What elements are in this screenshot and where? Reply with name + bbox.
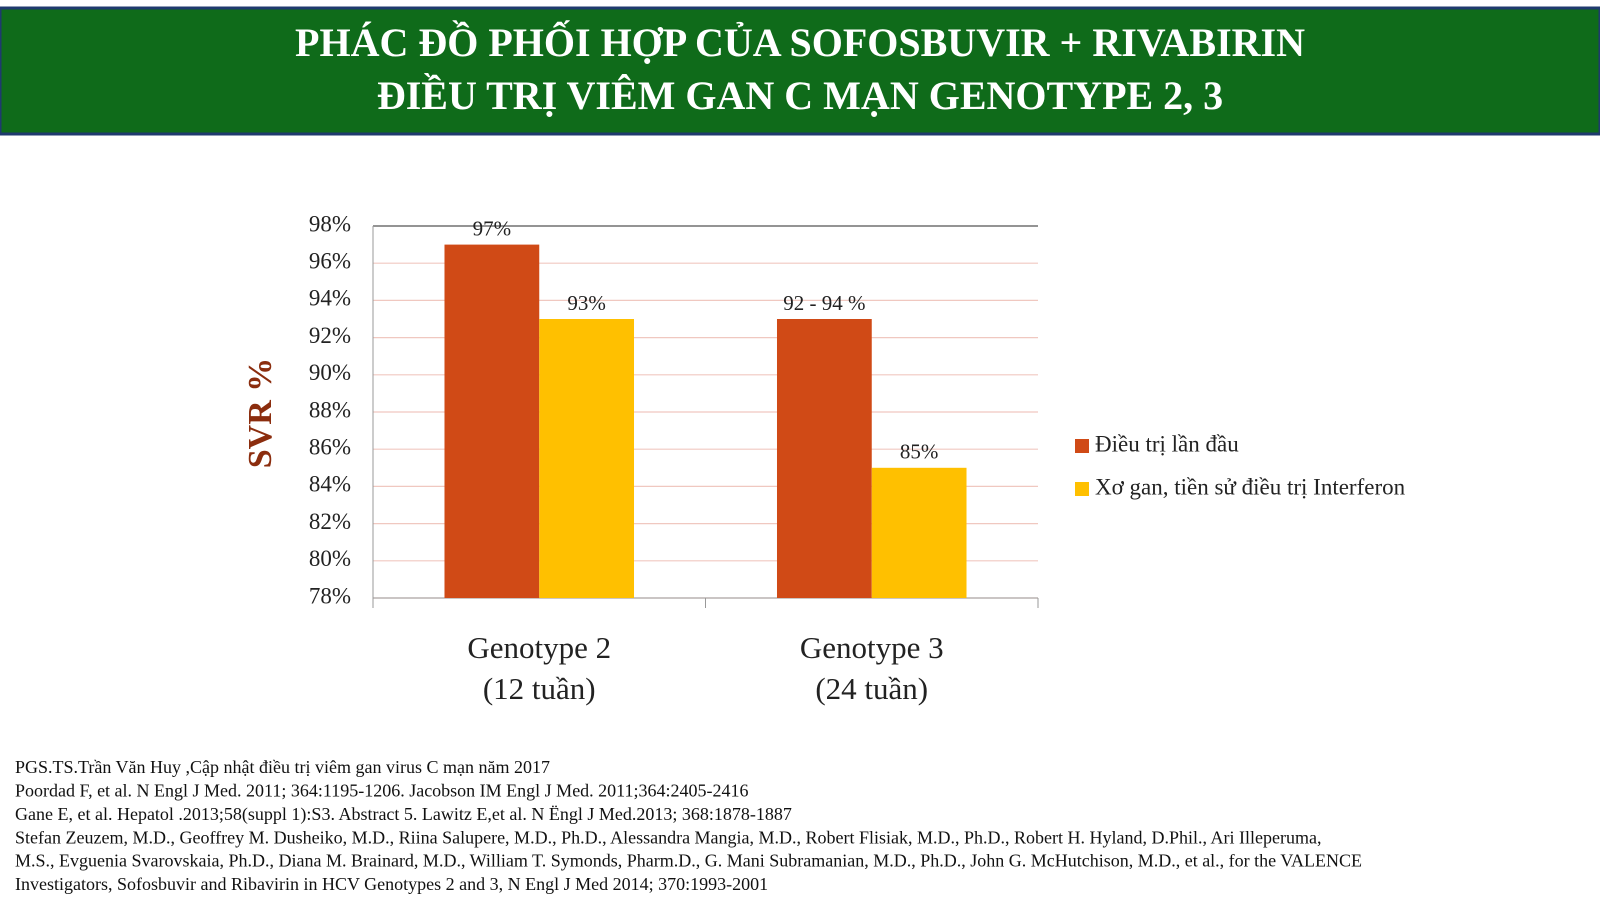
reference: Stefan Zeuzem, M.D., Geoffrey M. Dusheik… (15, 827, 1322, 847)
y-tick-label: 80% (309, 546, 351, 571)
reference: PGS.TS.Trần Văn Huy ,Cập nhật điều trị v… (15, 757, 550, 777)
y-tick-label: 98% (309, 211, 351, 236)
value-label: 92 - 94 % (783, 291, 865, 315)
y-axis-title: SVR % (242, 358, 279, 469)
bar (444, 244, 540, 598)
x-tick-label: (12 tuần) (483, 671, 596, 706)
reference: Gane E, et al. Hepatol .2013;58(suppl 1)… (15, 804, 792, 825)
reference: M.S., Evguenia Svarovskaia, Ph.D., Diana… (15, 851, 1362, 871)
y-tick-label: 82% (309, 509, 351, 534)
x-tick-label: (24 tuần) (815, 671, 928, 706)
y-tick-label: 88% (309, 397, 351, 422)
title-line: PHÁC ĐỒ PHỐI HỢP CỦA SOFOSBUVIR + RIVABI… (295, 19, 1305, 65)
value-label: 85% (900, 440, 939, 464)
header-band (0, 6, 1600, 136)
y-tick-label: 78% (309, 583, 351, 608)
y-tick-label: 84% (309, 472, 351, 497)
y-tick-label: 94% (309, 286, 351, 311)
y-tick-label: 92% (309, 323, 351, 348)
x-tick-label: Genotype 3 (800, 630, 944, 665)
bar (776, 319, 872, 598)
x-tick-label: Genotype 2 (467, 630, 611, 665)
legend-swatch (1075, 482, 1089, 496)
y-tick-label: 96% (309, 248, 351, 273)
reference: Investigators, Sofosbuvir and Ribavirin … (15, 874, 768, 894)
legend-swatch (1075, 439, 1089, 453)
legend-label: Xơ gan, tiền sử điều trị Interferon (1095, 474, 1406, 499)
value-label: 93% (567, 291, 606, 315)
title-line: ĐIỀU TRỊ VIÊM GAN C MẠN GENOTYPE 2, 3 (377, 73, 1223, 118)
legend-label: Điều trị lần đầu (1095, 431, 1239, 456)
y-tick-label: 90% (309, 360, 351, 385)
bar (871, 467, 967, 598)
y-tick-label: 86% (309, 434, 351, 459)
value-label: 97% (473, 216, 512, 240)
bar (539, 319, 635, 598)
reference: Poordad F, et al. N Engl J Med. 2011; 36… (15, 781, 749, 801)
